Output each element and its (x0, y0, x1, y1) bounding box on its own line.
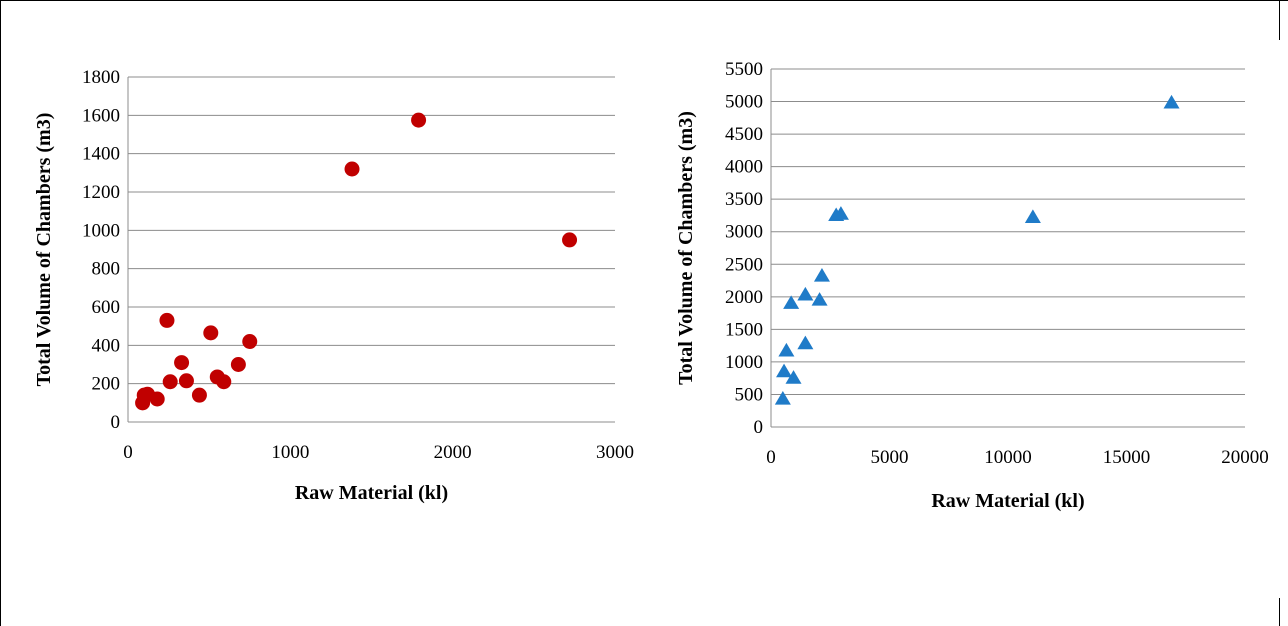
y-tick-label: 3000 (725, 222, 763, 243)
y-axis-title: Total Volume of Chambers (m3) (675, 111, 697, 385)
y-tick-label: 0 (111, 412, 121, 433)
y-tick-label: 1000 (725, 352, 763, 373)
data-point (797, 335, 814, 350)
data-point (174, 355, 190, 371)
y-tick-label: 500 (735, 384, 764, 405)
x-axis-title: Raw Material (kl) (295, 482, 448, 504)
y-tick-label: 1200 (82, 182, 120, 203)
data-point (149, 391, 165, 407)
x-tick-label: 20000 (1221, 447, 1269, 468)
x-tick-label: 2000 (434, 442, 472, 463)
data-point (797, 286, 814, 301)
data-point (344, 161, 360, 177)
y-axis-title: Total Volume of Chambers (m3) (33, 113, 55, 387)
data-point (216, 374, 232, 390)
left-chart: 0 200 400 600 800 1000 1200 1400 1600 1800 0 1000 20… (33, 67, 634, 504)
x-tick-label: 3000 (596, 442, 634, 463)
y-tick-label: 0 (754, 417, 764, 438)
data-point (778, 342, 795, 357)
x-tick-label: 5000 (871, 447, 909, 468)
data-point (178, 373, 194, 389)
data-point (811, 292, 828, 306)
data-point (1024, 209, 1041, 224)
data-point (1163, 94, 1180, 109)
data-point (230, 357, 246, 372)
data-point (162, 374, 178, 390)
data-point (783, 295, 800, 309)
data-point (242, 334, 258, 349)
y-tick-label: 2000 (725, 287, 763, 308)
x-tick-label: 1000 (271, 442, 309, 463)
page-border-top (0, 0, 1288, 1)
data-point (813, 267, 830, 282)
y-tick-label: 5500 (725, 59, 763, 80)
y-tick-label: 3500 (725, 189, 763, 210)
data-point (191, 387, 207, 403)
y-tick-label: 1600 (82, 105, 120, 126)
y-tick-label: 800 (92, 259, 121, 280)
y-tick-label: 1800 (82, 67, 120, 88)
y-tick-label: 1400 (82, 144, 120, 165)
y-tick-label: 1500 (725, 319, 763, 340)
data-point (776, 363, 793, 378)
data-point (774, 391, 791, 405)
y-tick-label: 2500 (725, 254, 763, 275)
data-point (562, 232, 578, 248)
x-tick-label: 15000 (1103, 447, 1151, 468)
y-tick-label: 200 (92, 374, 121, 395)
data-point (159, 312, 175, 328)
y-tick-label: 4500 (725, 124, 763, 145)
data-point (203, 325, 219, 341)
y-tick-label: 400 (92, 335, 121, 356)
data-point (832, 206, 849, 220)
y-tick-label: 4000 (725, 157, 763, 178)
x-tick-label: 0 (766, 447, 776, 468)
page-border-right-top (1279, 0, 1280, 40)
x-tick-label: 10000 (984, 447, 1032, 468)
data-point (411, 112, 427, 128)
y-tick-label: 600 (92, 297, 121, 318)
page-border-right-bottom (1279, 598, 1280, 626)
x-tick-label: 0 (123, 442, 133, 463)
y-tick-label: 5000 (725, 92, 763, 113)
page-border-left (0, 0, 1, 626)
right-chart: 0 500 1000 1500 2000 2500 3000 3500 4000 4500 5000… (675, 59, 1269, 512)
y-tick-label: 1000 (82, 220, 120, 241)
x-axis-title: Raw Material (kl) (931, 490, 1084, 512)
data-point (785, 370, 802, 384)
